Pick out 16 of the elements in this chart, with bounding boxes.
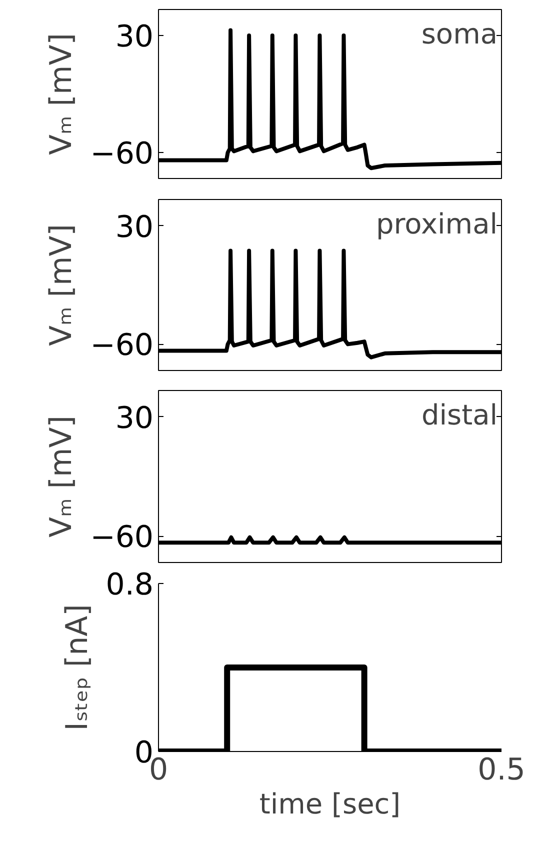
annotation: proximal [376,208,498,240]
y-axis-title: Vₘ [mV] [44,33,80,155]
annotation: soma [421,18,498,50]
y-tick-label: 30 [115,20,154,54]
y-tick-label: 30 [115,400,154,436]
y-axis-title: Iₛₜₑₚ [nA] [60,604,95,731]
y-axis-title: Vₘ [mV] [44,416,80,538]
y-tick-label: 30 [115,210,154,245]
x-axis-title: time [sec] [259,788,401,820]
annotation: distal [421,398,498,432]
x-tick-label: 0.5 [478,752,526,788]
y-axis-title: Vₘ [mV] [44,224,80,346]
y-tick-label: 0.8 [106,568,154,602]
y-tick-label: −60 [90,328,154,364]
y-tick-label: −60 [90,136,154,172]
y-tick-label: −60 [90,520,154,556]
